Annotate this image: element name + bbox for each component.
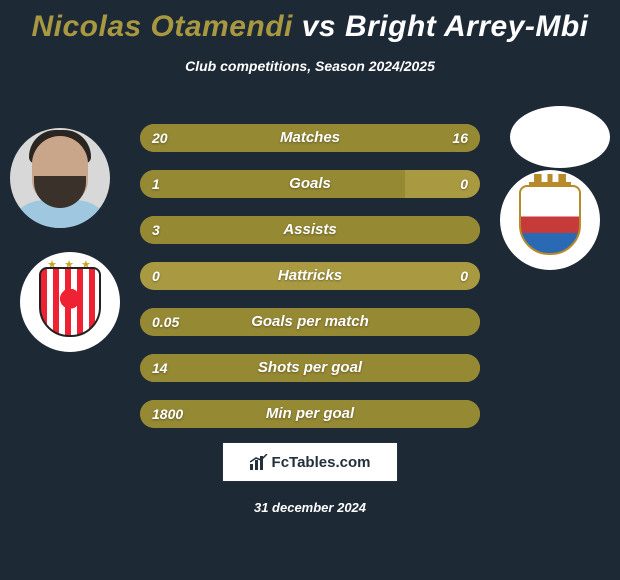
stat-value-left: 20 (152, 124, 168, 152)
player2-club-badge (500, 170, 600, 270)
stat-label: Hattricks (140, 262, 480, 290)
player1-avatar (10, 128, 110, 228)
stat-value-left: 0.05 (152, 308, 179, 336)
stat-label: Goals per match (140, 308, 480, 336)
player2-avatar (510, 106, 610, 168)
stat-label: Shots per goal (140, 354, 480, 382)
stat-row: Min per goal1800 (140, 400, 480, 428)
stat-row: Hattricks0 0 (140, 262, 480, 290)
stat-label: Assists (140, 216, 480, 244)
vs-text: vs (302, 10, 336, 43)
stat-value-left: 3 (152, 216, 160, 244)
stat-value-right: 0 (460, 170, 468, 198)
bars-icon (250, 454, 268, 470)
stat-row: Goals per match0.05 (140, 308, 480, 336)
stat-value-left: 0 (152, 262, 160, 290)
stat-label: Goals (140, 170, 480, 198)
stat-label: Min per goal (140, 400, 480, 428)
date-text: 31 december 2024 (0, 500, 620, 515)
stat-row: Shots per goal14 (140, 354, 480, 382)
stat-row: Assists3 (140, 216, 480, 244)
comparison-bars: Matches2016Goals10Assists3Hattricks00Goa… (140, 124, 480, 446)
stat-value-right: 0 (460, 262, 468, 290)
stat-label: Matches (140, 124, 480, 152)
stat-row: Matches20 16 (140, 124, 480, 152)
player1-club-badge: ★ ★ ★ (20, 252, 120, 352)
site-logo: FcTables.com (222, 442, 398, 482)
player2-name: Bright Arrey-Mbi (345, 10, 589, 43)
logo-text: FcTables.com (272, 454, 371, 471)
page-title: Nicolas Otamendi vs Bright Arrey-Mbi (0, 0, 620, 44)
stat-value-left: 1 (152, 170, 160, 198)
player1-name: Nicolas Otamendi (31, 10, 292, 43)
stat-value-left: 14 (152, 354, 168, 382)
stat-row: Goals1 0 (140, 170, 480, 198)
stat-value-right: 16 (452, 124, 468, 152)
stat-value-left: 1800 (152, 400, 183, 428)
subtitle: Club competitions, Season 2024/2025 (0, 58, 620, 74)
